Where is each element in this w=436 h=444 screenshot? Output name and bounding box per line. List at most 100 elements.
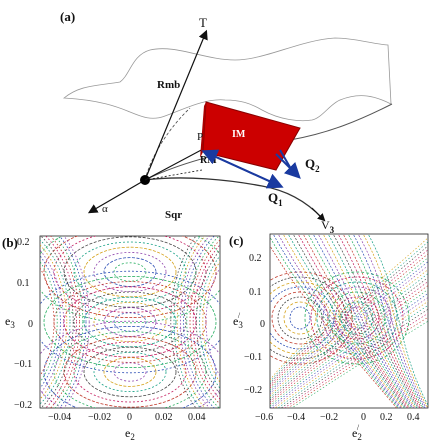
panel-b-contours	[40, 236, 220, 408]
panel-b-label: (b)	[2, 235, 18, 250]
panel-c-label: (c)	[229, 233, 243, 248]
contour-line	[283, 312, 428, 408]
panel-c-xtick: 0	[361, 412, 366, 423]
contour-line	[93, 251, 167, 292]
panel-b-xtick: 0.02	[155, 412, 173, 423]
contour-line	[332, 234, 419, 408]
contour-line	[113, 362, 147, 382]
panel-c-ytick: −0.2	[244, 385, 262, 396]
contour-line	[40, 270, 220, 374]
panel-c-ytick: 0	[260, 319, 265, 330]
contour-line	[287, 316, 428, 408]
panel-b-ytick: 0.1	[17, 278, 30, 289]
contour-line	[340, 301, 374, 335]
p-label: P	[197, 131, 203, 143]
contour-line	[205, 267, 220, 377]
contour-line	[40, 255, 61, 389]
contour-line	[270, 261, 428, 393]
contour-line	[270, 265, 428, 395]
contour-line	[302, 234, 410, 408]
contour-line	[59, 236, 87, 408]
panel-b-ytick: 0	[28, 319, 33, 330]
panel-a: (a) T α V3 IM Rmb Sqr RM P	[60, 9, 393, 235]
contour-line	[271, 297, 428, 408]
panel-c-ytick: −0.1	[244, 352, 262, 363]
contour-line	[40, 244, 68, 400]
rmb-label: Rmb	[157, 79, 180, 91]
alpha-axis-label: α	[102, 203, 108, 215]
contour-line	[347, 234, 424, 408]
contour-line	[327, 234, 418, 408]
panel-c-xtick: −0.2	[320, 412, 338, 423]
rmb-surface	[62, 37, 392, 122]
contour-line	[40, 236, 74, 408]
panel-b-ylabel: e3	[5, 314, 15, 330]
contour-line	[103, 257, 157, 287]
contour-line	[342, 234, 423, 408]
contour-line	[83, 346, 177, 398]
contour-line	[270, 253, 428, 389]
t-axis-label: T	[199, 15, 207, 30]
contour-line	[40, 236, 220, 324]
contour-line	[53, 236, 207, 313]
contour-line	[40, 249, 64, 395]
contour-line	[277, 296, 323, 340]
contour-line	[352, 234, 426, 408]
panel-c-xtick: 0.4	[407, 412, 420, 423]
contour-line	[274, 301, 428, 408]
contour-line	[297, 234, 409, 408]
contour-line	[291, 320, 428, 408]
panel-b-ytick: −0.2	[14, 400, 32, 411]
panel-c-frame	[269, 233, 429, 409]
contour-line	[270, 269, 428, 397]
panel-b-xtick: 0.04	[188, 412, 206, 423]
contour-line	[270, 276, 347, 360]
rm-line-lower	[144, 169, 203, 181]
contour-line	[103, 357, 157, 387]
contour-line	[362, 234, 428, 408]
panel-b-xtick: −0.04	[48, 412, 71, 423]
contour-line	[93, 301, 167, 342]
contour-line	[277, 234, 402, 408]
panel-b-ytick: 0.2	[17, 237, 30, 248]
contour-line	[310, 276, 404, 360]
contour-line	[270, 241, 428, 383]
panel-b-xticks: −0.04 −0.02 0 0.02 0.04	[48, 412, 206, 423]
contour-line	[73, 241, 187, 303]
contour-line	[270, 273, 428, 399]
panel-b-yticks: 0.2 0.1 0 −0.1 −0.2	[14, 237, 33, 411]
sqr-label: Sqr	[165, 209, 182, 221]
contour-line	[272, 234, 401, 408]
panel-b-xtick: 0	[127, 412, 132, 423]
rm-line-upper	[144, 147, 206, 181]
contour-line	[43, 275, 217, 368]
contour-line	[337, 234, 421, 408]
contour-line	[49, 236, 80, 408]
v3-axis-tip	[311, 207, 326, 222]
contour-line	[43, 236, 217, 318]
panel-c-xtick: −0.4	[287, 412, 305, 423]
contour-line	[73, 341, 187, 403]
contour-line	[283, 301, 317, 335]
contour-line	[280, 308, 428, 408]
contour-line	[270, 277, 428, 401]
contour-line	[40, 239, 71, 405]
panel-c-ytick: 0.1	[249, 287, 262, 298]
v3-axis-label: V3	[321, 218, 335, 235]
contour-line	[93, 351, 167, 392]
contour-line	[40, 267, 55, 377]
contour-line	[180, 236, 211, 408]
panel-c-contours	[270, 234, 428, 408]
panel-a-label: (a)	[60, 9, 75, 24]
contour-line	[113, 262, 147, 282]
contour-line	[271, 291, 329, 345]
contour-line	[43, 326, 217, 408]
contour-line	[83, 296, 177, 348]
contour-line	[63, 236, 90, 408]
contour-line	[292, 234, 407, 408]
contour-line	[277, 304, 428, 408]
contour-line	[270, 293, 428, 408]
contour-line	[45, 236, 77, 408]
contour-line	[270, 271, 353, 365]
